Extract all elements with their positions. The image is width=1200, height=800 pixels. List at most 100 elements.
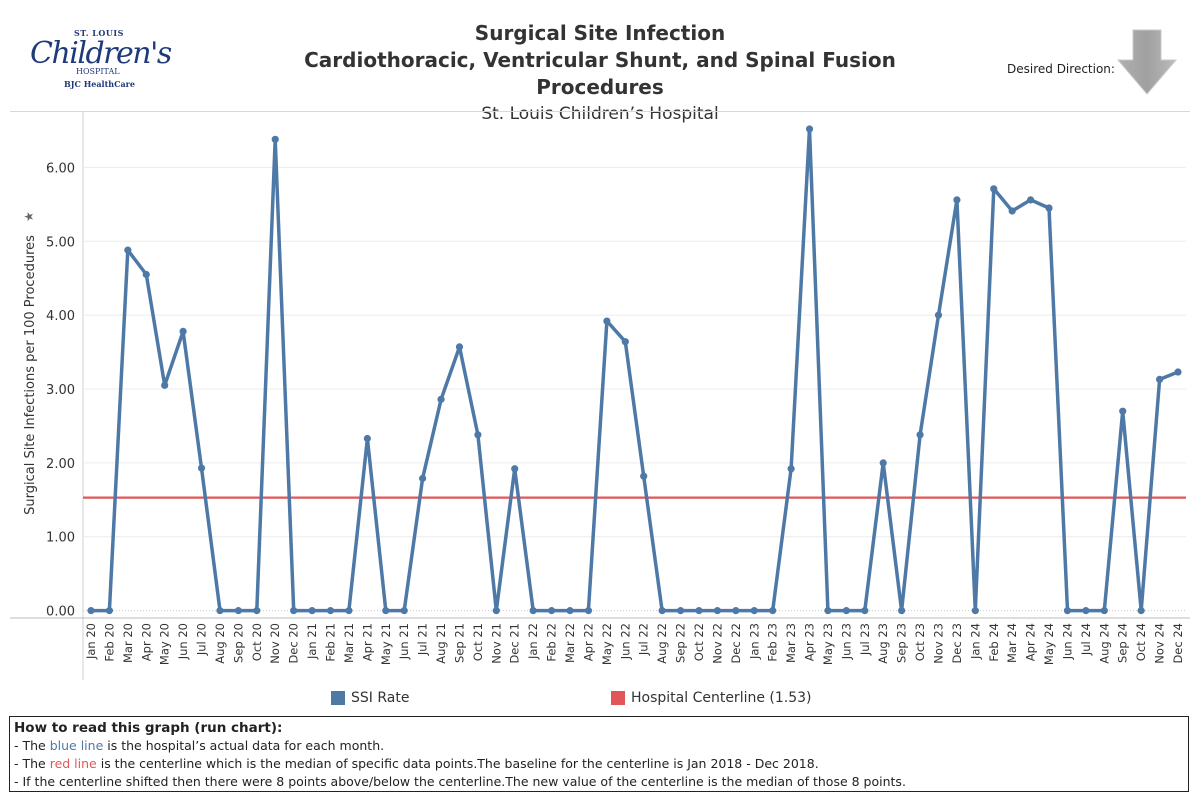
y-axis-label: Surgical Site Infections per 100 Procedu… [23,235,38,515]
data-point [898,607,906,615]
x-tick-label: Feb 21 [324,623,338,662]
data-point [216,607,224,615]
x-tick-label: Apr 24 [1024,623,1038,661]
data-point [437,395,445,403]
x-tick-label: Nov 21 [489,623,503,664]
data-point [990,185,998,193]
data-point [1137,607,1145,615]
how-to-line-1-pre: - The [14,738,50,753]
x-tick-label: Oct 22 [692,623,706,661]
x-tick-label: Dec 21 [508,623,522,664]
data-point [1100,607,1108,615]
x-tick-label: Jun 24 [1060,623,1074,660]
hospital-logo: ST. LOUIS Children's HOSPITAL BJC Health… [30,24,172,94]
legend-swatch-ssi-rate [331,691,345,705]
data-point [1027,196,1035,204]
data-point [179,327,187,335]
data-point [916,431,924,439]
logo-network-text: BJC HealthCare [64,79,135,89]
data-point [1174,368,1182,376]
x-tick-label: Jun 20 [176,623,190,660]
x-tick-label: Mar 23 [784,623,798,663]
data-point [1082,607,1090,615]
data-point [419,474,427,482]
data-point [787,465,795,473]
how-to-line-1-post: is the hospital’s actual data for each m… [103,738,385,753]
how-to-line-2: - The red line is the centerline which i… [14,755,1184,773]
y-tick-label: 0.00 [46,605,75,620]
how-to-line-1: - The blue line is the hospital’s actual… [14,737,1184,755]
x-tick-label: Nov 23 [931,623,945,664]
data-point [492,607,500,615]
data-point [400,607,408,615]
x-tick-label: Nov 20 [268,623,282,664]
data-point [474,431,482,439]
data-point [713,607,722,615]
data-point [253,607,261,615]
data-point [105,607,114,615]
how-to-heading: How to read this graph (run chart): [14,720,283,736]
y-tick-label: 1.00 [46,531,75,546]
x-tick-label: Dec 22 [729,623,743,664]
x-tick-label: Aug 23 [876,623,890,664]
x-tick-label: Jul 23 [858,623,872,656]
data-point [1063,607,1072,615]
data-point [124,246,132,254]
data-point [676,607,685,615]
x-tick-label: Sep 20 [231,623,245,663]
x-tick-label: Mar 21 [342,623,356,663]
x-tick-label: Dec 23 [950,623,964,664]
logo-main-text: Children's [30,36,172,71]
y-tick-label: 2.00 [46,457,75,472]
data-point [842,607,850,615]
x-tick-label: Jul 20 [195,623,209,656]
x-tick-label: Mar 20 [121,623,135,663]
data-point [1119,407,1127,415]
data-point [732,607,740,615]
x-tick-label: May 23 [821,623,835,665]
x-tick-label: Sep 22 [674,623,688,663]
data-point [511,465,519,473]
x-tick-label: Jun 23 [839,623,853,660]
x-tick-label: May 22 [600,623,614,665]
x-tick-label: May 24 [1042,623,1056,665]
pin-icon: ★ [22,211,36,222]
logo-sub-text: HOSPITAL [76,67,120,76]
x-tick-label: Jan 24 [968,623,982,660]
data-point [290,607,298,615]
ssi-rate-line [91,127,1179,613]
data-point [658,607,666,615]
data-point [161,381,169,389]
data-point [326,607,335,615]
how-to-line-2-pre: - The [14,756,50,771]
data-point [695,607,703,615]
x-tick-label: Apr 22 [581,623,595,661]
chart-title: Surgical Site Infection [474,21,726,45]
ssi-run-chart: 0.00 1.00 2.00 3.00 4.00 5.00 6.00 Surgical Sit… [10,112,1190,680]
legend-item-ssi-rate: SSI Rate [331,690,409,706]
data-point [363,434,371,443]
data-point [640,472,648,480]
x-tick-label: Apr 23 [803,623,817,661]
legend-item-centerline: Hospital Centerline (1.53) [611,690,812,706]
data-point [621,338,629,346]
x-tick-label: Aug 21 [434,623,448,664]
x-tick-label: Dec 20 [287,623,301,664]
x-tick-label: Sep 23 [895,623,909,663]
data-point [87,607,95,615]
x-tick-label: Nov 24 [1153,623,1167,664]
how-to-red-line-text: red line [49,756,97,771]
x-tick-label: Oct 24 [1134,623,1148,661]
data-point [345,607,353,615]
x-tick-label: Jul 22 [637,623,651,656]
data-point [197,464,206,472]
x-tick-label: May 21 [379,623,393,665]
x-tick-label: Apr 20 [139,623,153,661]
x-tick-label: Jul 24 [1079,623,1093,656]
chart-subtitle: Cardiothoracic, Ventricular Shunt, and S… [304,48,896,99]
y-tick-label: 4.00 [46,309,75,324]
data-point [879,459,887,467]
x-tick-label: Jun 21 [397,623,411,660]
data-point [308,607,316,615]
data-point [271,135,279,143]
